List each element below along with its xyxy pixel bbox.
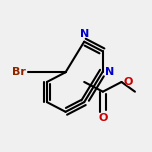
Text: O: O <box>123 74 136 90</box>
Text: N: N <box>105 64 117 79</box>
Text: N: N <box>80 29 89 39</box>
Text: N: N <box>78 24 91 39</box>
Text: N: N <box>105 67 114 76</box>
Text: Br: Br <box>12 67 26 77</box>
Text: Br: Br <box>7 65 26 80</box>
Text: O: O <box>123 77 132 87</box>
Text: O: O <box>96 113 109 128</box>
Text: O: O <box>98 113 108 123</box>
